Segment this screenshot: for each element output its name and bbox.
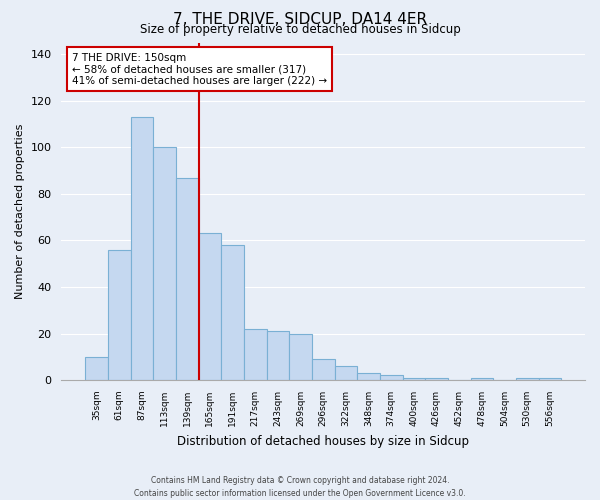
Bar <box>244 329 266 380</box>
Bar <box>470 378 493 380</box>
Text: 7, THE DRIVE, SIDCUP, DA14 4ER: 7, THE DRIVE, SIDCUP, DA14 4ER <box>173 12 427 28</box>
Bar <box>131 117 153 380</box>
Bar <box>380 376 403 380</box>
Bar <box>403 378 425 380</box>
Bar <box>108 250 131 380</box>
Bar <box>289 334 312 380</box>
Bar <box>335 366 357 380</box>
Bar <box>85 357 108 380</box>
Text: 7 THE DRIVE: 150sqm
← 58% of detached houses are smaller (317)
41% of semi-detac: 7 THE DRIVE: 150sqm ← 58% of detached ho… <box>72 52 327 86</box>
Bar <box>153 148 176 380</box>
Bar <box>266 331 289 380</box>
Bar <box>516 378 539 380</box>
Bar <box>176 178 199 380</box>
Bar <box>357 373 380 380</box>
Bar <box>312 359 335 380</box>
Y-axis label: Number of detached properties: Number of detached properties <box>15 124 25 299</box>
Text: Contains HM Land Registry data © Crown copyright and database right 2024.
Contai: Contains HM Land Registry data © Crown c… <box>134 476 466 498</box>
Text: Size of property relative to detached houses in Sidcup: Size of property relative to detached ho… <box>140 22 460 36</box>
Bar <box>539 378 561 380</box>
Bar <box>221 245 244 380</box>
Bar <box>425 378 448 380</box>
X-axis label: Distribution of detached houses by size in Sidcup: Distribution of detached houses by size … <box>177 434 469 448</box>
Bar <box>199 234 221 380</box>
